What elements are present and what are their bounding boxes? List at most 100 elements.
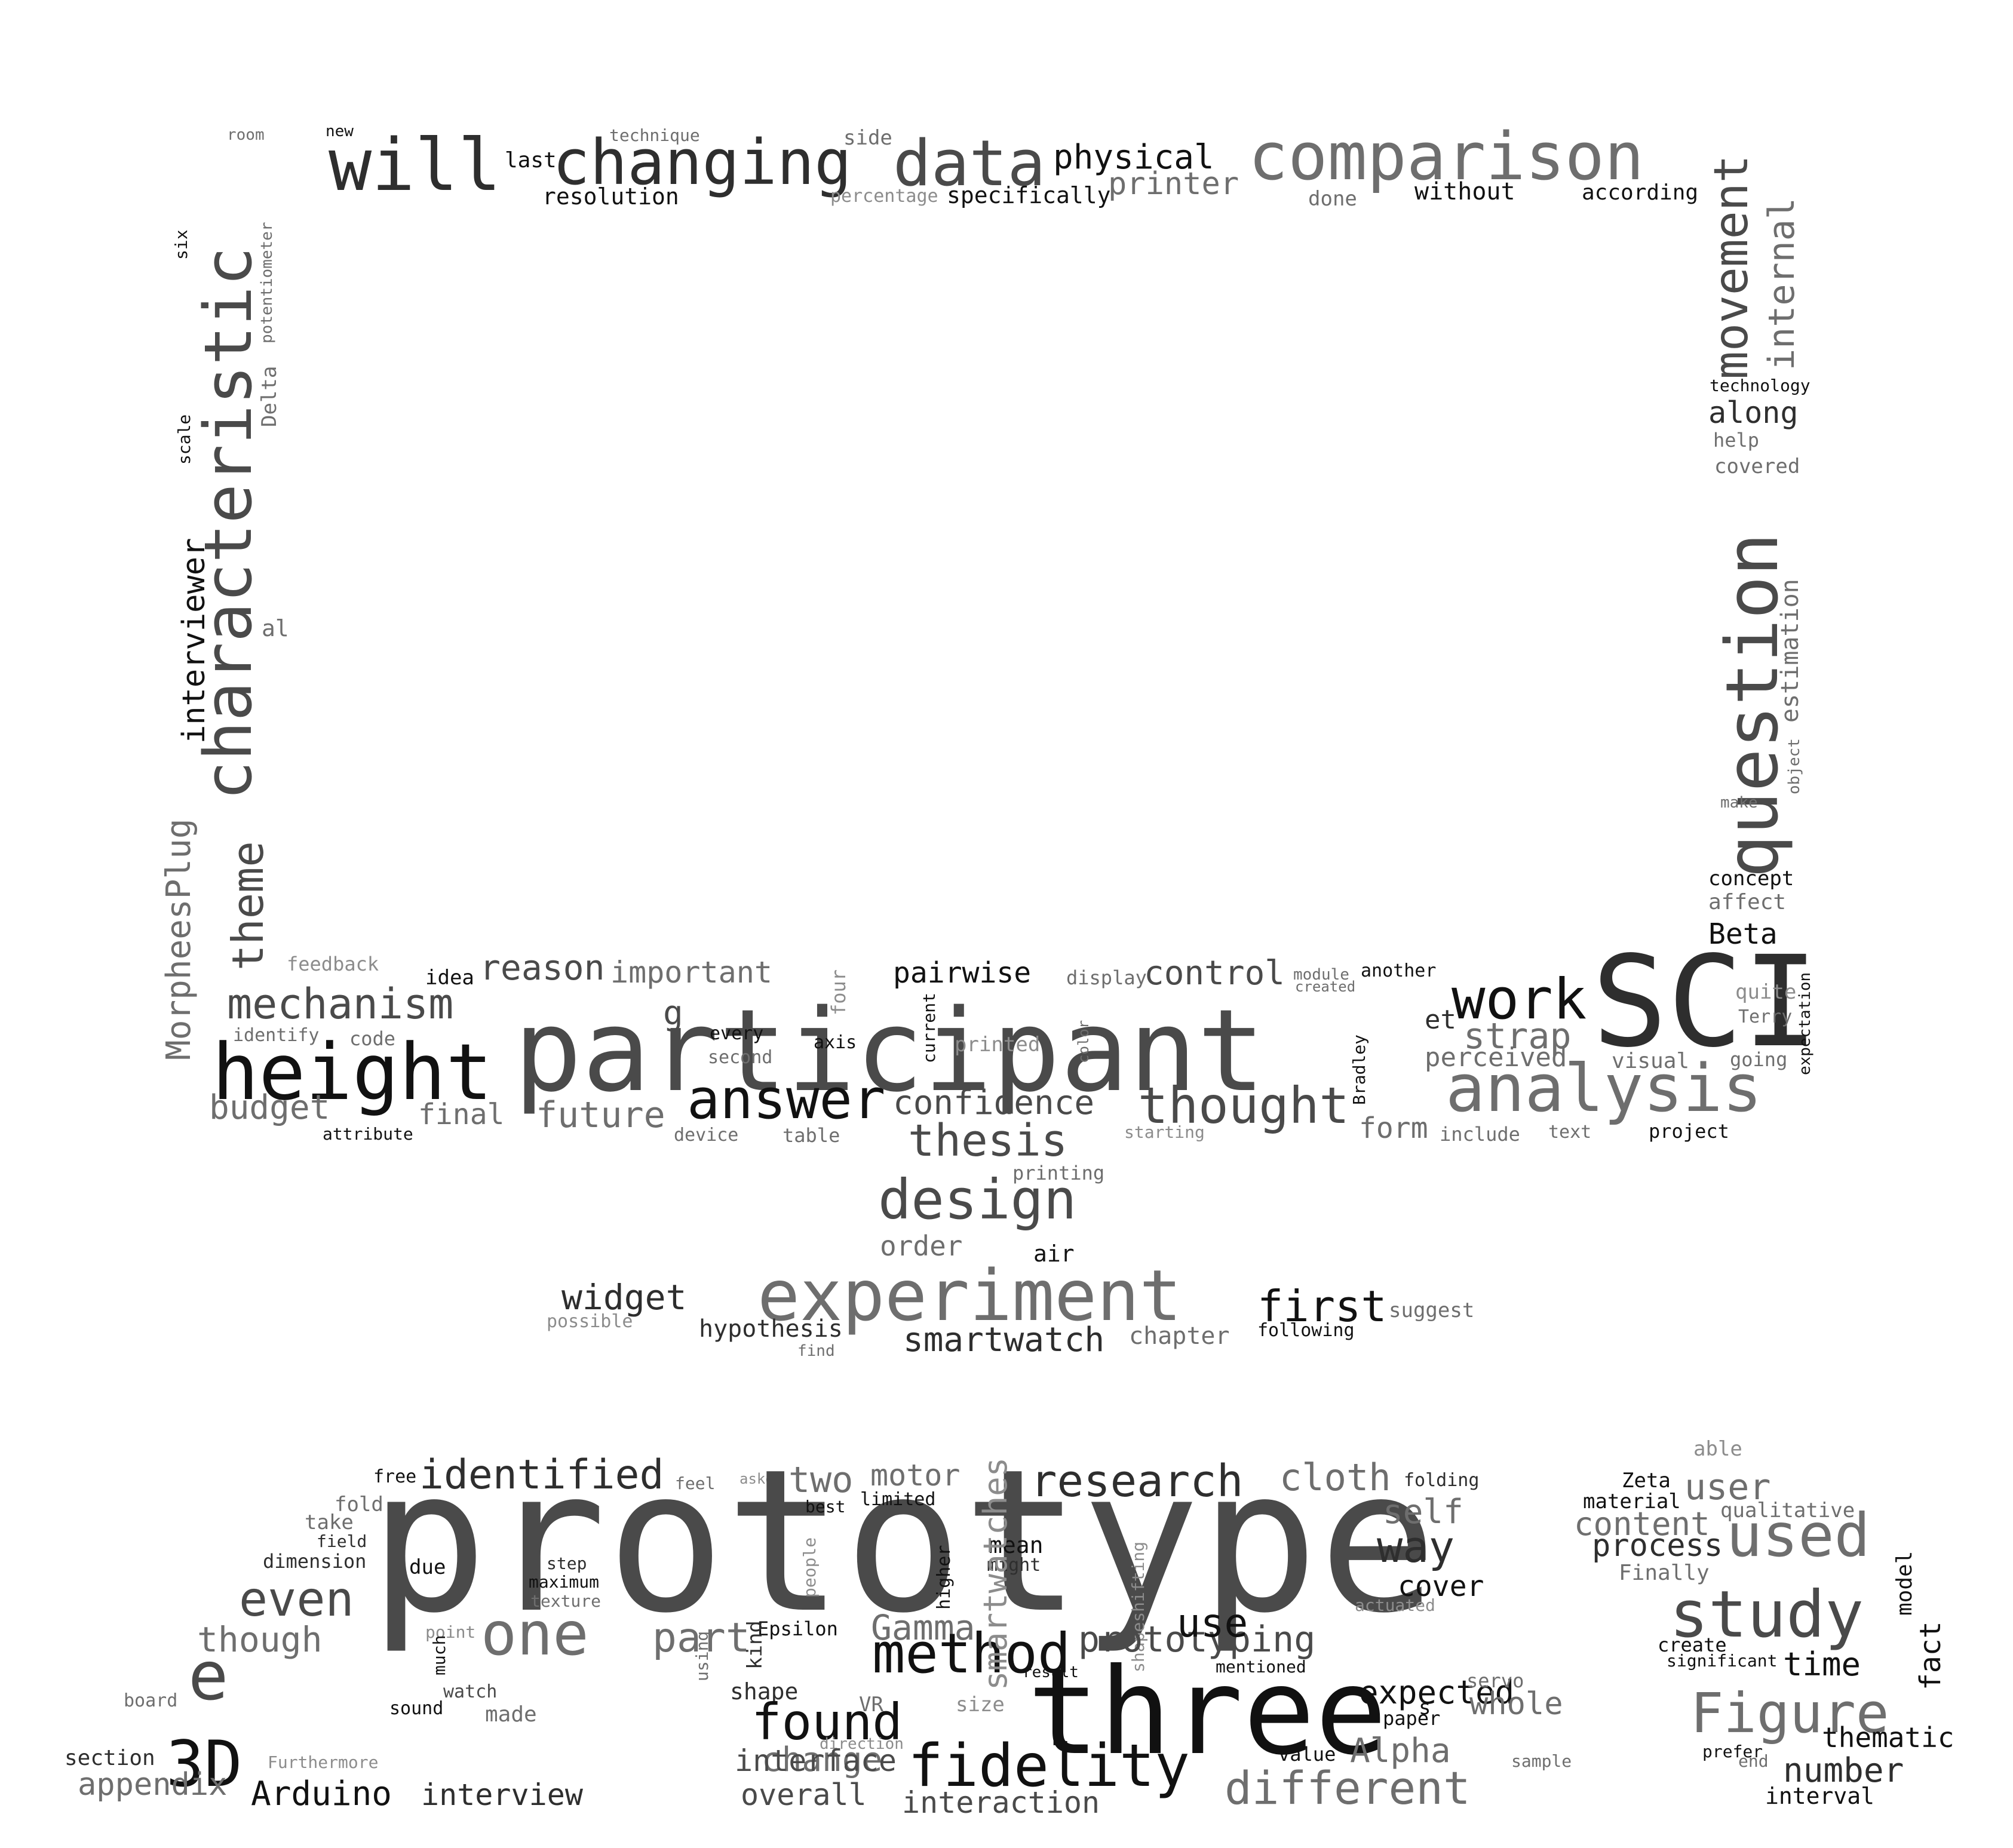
word-time: time (1783, 1646, 1861, 1683)
word-theme: theme (223, 841, 273, 971)
word-height: height (212, 1027, 493, 1118)
word-delta: Delta (257, 366, 281, 427)
word-thought: thought (1138, 1076, 1349, 1135)
word-mentioned: mentioned (1216, 1657, 1306, 1677)
word-free: free (373, 1466, 416, 1487)
word-finally: Finally (1619, 1561, 1710, 1585)
word-size: size (956, 1693, 1005, 1717)
word-new: new (326, 122, 354, 140)
word-vr: VR (859, 1693, 883, 1717)
word-potentiometer: potentiometer (258, 222, 276, 344)
word-though: though (197, 1619, 323, 1660)
word-mechanism: mechanism (227, 980, 453, 1029)
word-final: final (418, 1098, 505, 1131)
word-expected: expected (1359, 1674, 1514, 1711)
word-epsilon: Epsilon (757, 1617, 838, 1640)
word-estimation: estimation (1776, 579, 1804, 723)
word-concept: concept (1708, 867, 1794, 891)
word-axis: axis (814, 1032, 857, 1053)
word-user: user (1684, 1466, 1771, 1508)
word-mean: mean (989, 1532, 1044, 1558)
word-question: question (1711, 533, 1794, 878)
word-following: following (1257, 1320, 1355, 1341)
word-thesis: thesis (908, 1115, 1067, 1166)
word-shapeshifting: shapeshifting (1128, 1542, 1148, 1672)
word-form: form (1359, 1112, 1428, 1145)
word-module: module (1293, 966, 1349, 984)
word-budget: budget (209, 1088, 330, 1127)
word-model: model (1892, 1551, 1917, 1616)
word-identify: identify (233, 1025, 320, 1046)
word-internal: internal (1761, 198, 1803, 370)
word-feedback: feedback (287, 953, 379, 975)
word-control: control (1144, 954, 1285, 993)
word-printed: printed (955, 1033, 1040, 1057)
word-board: board (124, 1690, 177, 1711)
word-project: project (1649, 1120, 1729, 1143)
word-prototype: prototype (369, 1427, 1437, 1656)
word-second: second (708, 1047, 772, 1068)
word-display: display (1066, 966, 1147, 989)
word-data: data (893, 127, 1045, 200)
word-room: room (227, 126, 265, 144)
word-chapter: chapter (1129, 1322, 1230, 1350)
word-every: every (710, 1023, 763, 1044)
word-section: section (65, 1746, 155, 1770)
word-change: change (762, 1740, 882, 1779)
word-perceived: perceived (1425, 1042, 1567, 1073)
word-create: create (1658, 1634, 1727, 1656)
word-pairwise: pairwise (893, 956, 1031, 990)
word-texture: texture (530, 1591, 601, 1611)
word-find: find (797, 1342, 835, 1360)
word-able: able (1693, 1437, 1742, 1461)
word-use: use (1177, 1600, 1248, 1646)
word-feel: feel (675, 1474, 715, 1493)
word-significant: significant (1667, 1651, 1777, 1671)
word-possible: possible (547, 1311, 633, 1332)
word-sample: sample (1511, 1751, 1572, 1771)
word-thematic: thematic (1822, 1721, 1954, 1754)
word-actuated: actuated (1355, 1595, 1435, 1615)
word-created: created (1295, 978, 1355, 995)
word-done: done (1308, 187, 1357, 211)
word-motor: motor (870, 1458, 961, 1493)
word-color: color (1075, 1020, 1092, 1063)
word-design: design (878, 1168, 1076, 1232)
word-might: might (987, 1555, 1041, 1576)
word-device: device (674, 1125, 738, 1146)
word-g: g (663, 994, 683, 1033)
word-reason: reason (480, 947, 605, 988)
word-hypothesis: hypothesis (699, 1315, 843, 1343)
word-analysis: analysis (1446, 1050, 1762, 1126)
word-research: research (1030, 1456, 1243, 1507)
word-shape: shape (730, 1678, 798, 1705)
word-printer: printer (1108, 166, 1239, 202)
word-much: much (429, 1635, 449, 1675)
word-identified: identified (419, 1451, 664, 1499)
word-include: include (1440, 1123, 1520, 1146)
word-sci: SCI (1592, 929, 1818, 1075)
word-study: study (1670, 1577, 1864, 1652)
word-using: using (692, 1631, 712, 1681)
word-movement: movement (1705, 155, 1759, 379)
word-according: according (1582, 180, 1698, 205)
word-air: air (1033, 1241, 1075, 1267)
word-s: s (1419, 1696, 1431, 1720)
word-number: number (1783, 1751, 1904, 1790)
word-maximum: maximum (529, 1572, 599, 1592)
word-without: without (1414, 178, 1515, 205)
word-part: part (652, 1614, 750, 1662)
word-idea: idea (425, 966, 474, 990)
word-paper: paper (1383, 1707, 1440, 1730)
word-prototyping: prototyping (1078, 1619, 1315, 1660)
word-important: important (610, 955, 772, 990)
word-object: object (1785, 738, 1803, 794)
word-figure: Figure (1690, 1681, 1889, 1745)
word-higher: higher (934, 1545, 955, 1610)
word-table: table (783, 1124, 840, 1147)
word-technique: technique (609, 125, 700, 145)
word-fidelity: fidelity (908, 1732, 1190, 1800)
word-overall: overall (741, 1778, 867, 1812)
word-one: one (481, 1599, 589, 1669)
